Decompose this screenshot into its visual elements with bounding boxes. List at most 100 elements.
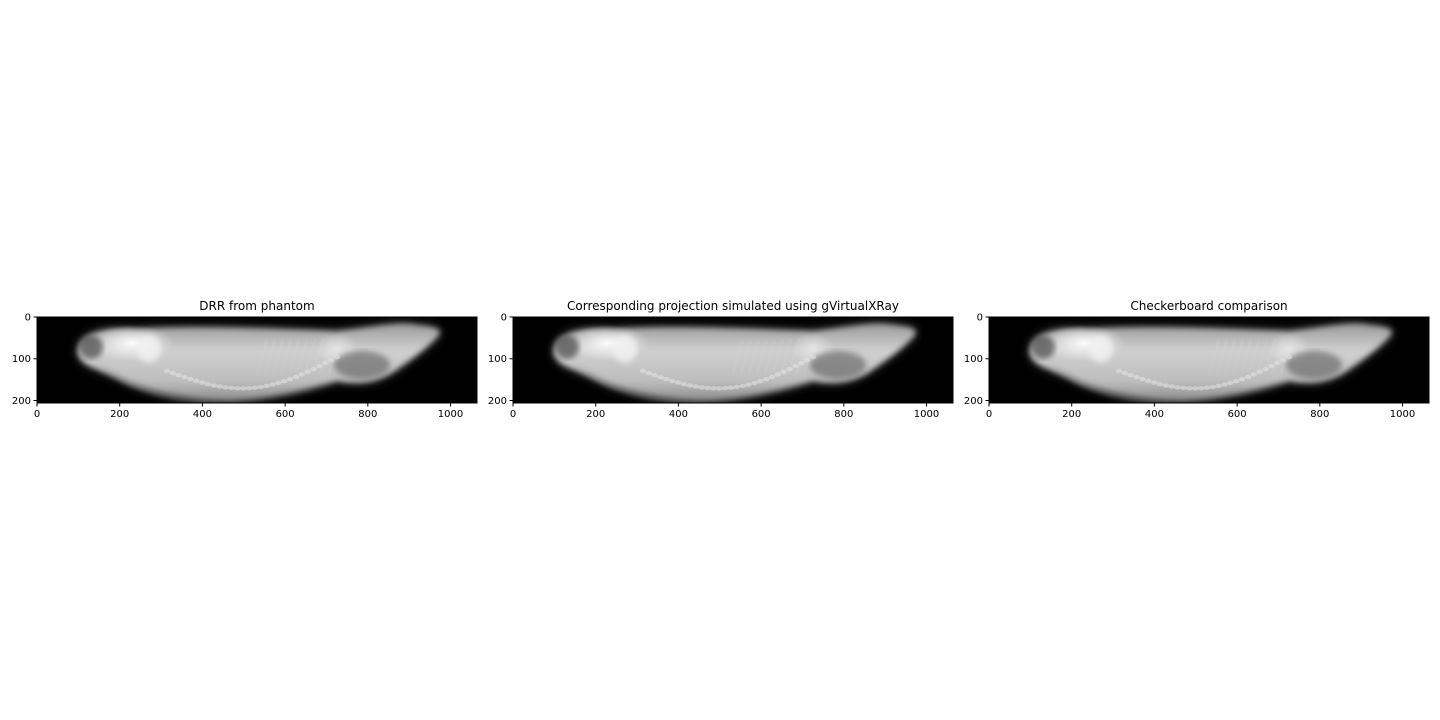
vertebra [1203,385,1211,390]
y-tick-label: 0 [501,313,507,324]
vertebra [1285,354,1293,360]
vertebra [733,384,740,390]
ribs [1208,338,1292,374]
vertebra [1127,373,1134,378]
vertebra [716,386,723,391]
vertebra [721,386,729,391]
ribs [256,338,340,374]
x-tick-label: 0 [34,409,40,420]
vertebra [786,366,793,372]
axes-frame [988,316,1430,404]
vertebra [1244,374,1252,380]
rib [1248,338,1260,374]
vertebra [275,380,282,386]
vertebra [1262,366,1269,372]
belly-shadow [97,363,337,403]
vertebra [310,366,317,372]
x-tick-label: 800 [1310,409,1329,420]
vertebra [792,363,799,369]
x-tick-label: 200 [110,409,129,420]
vertebra [657,375,664,380]
rib [1272,338,1284,374]
vertebra [803,357,811,363]
rib [280,338,292,374]
vertebra [751,380,758,386]
rib [296,338,308,374]
y-tick-label: 200 [12,396,31,407]
panel-title: Checkerboard comparison [1130,299,1287,313]
rib [272,338,284,374]
vertebra [1192,386,1199,391]
x-tick-label: 400 [1145,409,1164,420]
rib [304,338,316,374]
head-bright-region [90,325,174,361]
x-tick-label: 800 [358,409,377,420]
x-tick-label: 400 [669,409,688,420]
vertebra [175,373,182,378]
vertebra [193,378,200,384]
snout-shadow [1031,335,1055,359]
vertebra [1238,377,1246,382]
x-tick-label: 200 [586,409,605,420]
vertebra [1221,382,1228,387]
vertebra [210,383,218,388]
rib [1216,338,1228,374]
y-tick-label: 100 [12,354,31,365]
vertebra [304,369,311,374]
belly-shadow [573,363,813,403]
xray-image [553,323,916,403]
vertebra [686,383,694,388]
vertebra [639,368,647,374]
vertebra [292,374,300,380]
x-tick-label: 600 [752,409,771,420]
vertebra [774,372,781,377]
vertebra [187,376,194,382]
axes-frame [512,316,954,404]
vertebra [698,385,705,390]
vertebra [1209,384,1216,390]
rib [1208,338,1220,374]
vertebra [809,354,817,360]
x-tick-label: 600 [1228,409,1247,420]
vertebra [710,386,717,391]
vertebra [251,385,259,390]
rib [1232,338,1244,374]
vertebra [1215,383,1222,389]
vertebra [257,384,264,390]
rib [1256,338,1268,374]
vertebra [1121,370,1129,376]
rib [288,338,300,374]
rib [788,338,800,374]
vertebra [1115,368,1123,374]
shoulder-bone [613,335,637,363]
vertebra [245,386,253,391]
shoulder-bone [1089,335,1113,363]
x-tick-label: 0 [986,409,992,420]
snout-shadow [79,335,103,359]
vertebra [1268,363,1275,369]
vertebra [762,377,770,382]
y-tick-label: 0 [25,313,31,324]
vertebra [651,373,658,378]
rib [748,338,760,374]
rib [328,338,340,374]
gut-shadow [810,351,866,379]
y-tick-label: 100 [488,354,507,365]
vertebra [768,374,776,380]
rib [796,338,808,374]
vertebra [1174,385,1181,390]
rib [1224,338,1236,374]
rib [312,338,324,374]
vertebra [1274,360,1281,366]
vertebra [1168,384,1175,389]
vertebra [739,383,746,389]
vertebra [327,357,335,363]
rib [1240,338,1252,374]
vertebra [780,369,787,374]
spine [163,354,341,391]
vertebra [1233,379,1240,384]
rib [780,338,792,374]
vertebra [727,385,735,390]
